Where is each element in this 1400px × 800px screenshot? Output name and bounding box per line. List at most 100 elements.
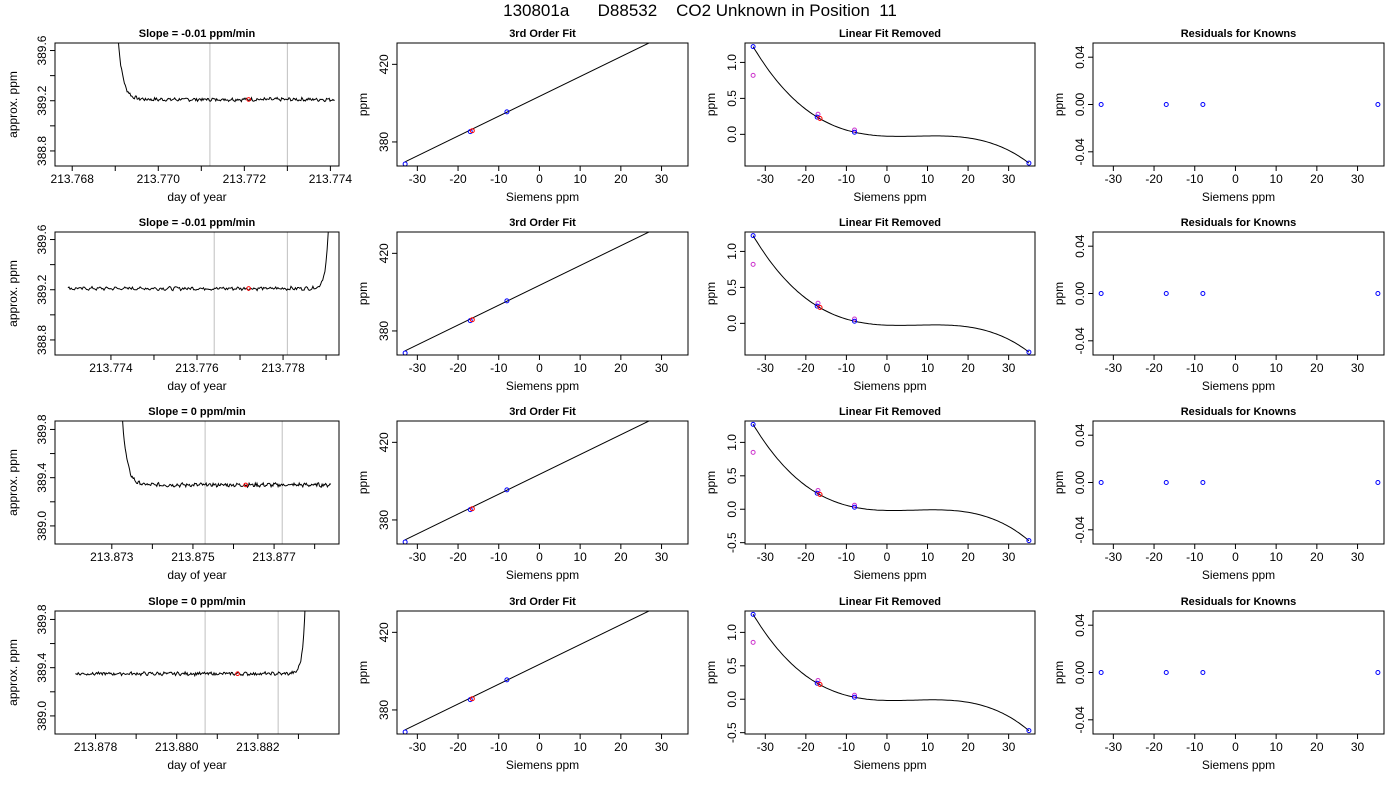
plot-frame xyxy=(1092,231,1385,356)
known-point xyxy=(1200,670,1206,675)
x-tick-label: 213.880 xyxy=(155,740,199,754)
reference-point xyxy=(750,639,756,645)
y-tick-label: 0.04 xyxy=(1073,423,1087,447)
x-tick-label: 20 xyxy=(1310,550,1324,564)
x-tick-label: -10 xyxy=(1186,361,1204,375)
unknown-point xyxy=(469,128,475,134)
unknown-point xyxy=(817,492,823,498)
plot-frame xyxy=(396,610,689,735)
x-axis-label: Siemens ppm xyxy=(1202,190,1275,204)
panel-r2-c4: Residuals for Knowns -30 -20 -10 0 10 20 30 -0.0… xyxy=(1052,217,1385,393)
known-point xyxy=(680,593,684,597)
panel-title: 3rd Order Fit xyxy=(509,28,576,40)
reference-point xyxy=(815,488,821,494)
x-tick-label: 213.882 xyxy=(236,740,280,754)
plot-frame xyxy=(744,610,1036,735)
page-title: 130801a D88532 CO2 Unknown in Position 1… xyxy=(503,1,897,20)
y-tick-label: 0.00 xyxy=(1073,281,1087,305)
known-point xyxy=(1026,160,1032,166)
panel-r4-c4: Residuals for Knowns -30 -20 -10 0 10 20 30 -0.0… xyxy=(1052,596,1385,772)
y-tick-label: 388.8 xyxy=(35,325,49,355)
x-axis-label: Siemens ppm xyxy=(506,190,579,204)
x-tick-label: 0 xyxy=(1232,740,1239,754)
plot-frame xyxy=(1092,420,1385,545)
x-tick-label: 30 xyxy=(1351,361,1365,375)
x-tick-label: -30 xyxy=(1105,740,1123,754)
x-tick-label: -30 xyxy=(409,550,427,564)
x-tick-label: 213.774 xyxy=(89,361,133,375)
x-tick-label: -30 xyxy=(757,361,775,375)
x-tick-label: -10 xyxy=(490,172,508,186)
known-point xyxy=(1163,670,1169,675)
x-tick-label: -30 xyxy=(1105,361,1123,375)
y-axis-label: approx. ppm xyxy=(6,449,20,516)
x-tick-label: -30 xyxy=(1105,550,1123,564)
y-tick-label: -0.04 xyxy=(1073,327,1087,355)
plot-frame xyxy=(744,420,1036,545)
reference-point xyxy=(750,261,756,267)
plot-frame xyxy=(396,420,689,545)
panel-title: Slope = 0 ppm/min xyxy=(148,596,246,608)
x-tick-label: 10 xyxy=(573,361,587,375)
y-axis-label: ppm xyxy=(704,93,718,116)
x-tick-label: 213.768 xyxy=(51,172,95,186)
unknown-point xyxy=(246,97,251,102)
panel-r3-c1: Slope = 0 ppm/min 213.873 213.875 213.877 38… xyxy=(6,406,340,582)
y-tick-label: 0.00 xyxy=(1073,660,1087,684)
y-tick-label: 389.4 xyxy=(35,652,49,682)
x-tick-label: 213.878 xyxy=(74,740,118,754)
known-point xyxy=(852,318,858,324)
known-point xyxy=(1200,291,1206,296)
x-tick-label: 0 xyxy=(884,550,891,564)
x-axis-label: Siemens ppm xyxy=(853,379,926,393)
known-point xyxy=(750,421,756,427)
x-tick-label: -20 xyxy=(449,740,467,754)
x-tick-label: -20 xyxy=(1145,361,1163,375)
x-tick-label: 30 xyxy=(655,550,669,564)
reference-point xyxy=(750,72,756,78)
panel-title: 3rd Order Fit xyxy=(509,406,576,418)
y-tick-label: -0.5 xyxy=(725,532,739,553)
y-axis-label: ppm xyxy=(1052,661,1066,684)
x-tick-label: 0 xyxy=(884,740,891,754)
x-tick-label: -10 xyxy=(490,740,508,754)
x-tick-label: 20 xyxy=(614,172,628,186)
y-axis-label: ppm xyxy=(1052,471,1066,494)
fit-line xyxy=(404,43,651,163)
x-axis-label: Siemens ppm xyxy=(853,190,926,204)
panel-title: Residuals for Knowns xyxy=(1181,217,1297,229)
reference-point xyxy=(852,127,858,133)
reference-point xyxy=(750,449,756,455)
x-tick-label: -10 xyxy=(1186,740,1204,754)
panel-title: Slope = -0.01 ppm/min xyxy=(139,217,256,229)
y-tick-label: 0.0 xyxy=(725,126,739,143)
fit-curve xyxy=(752,46,1030,164)
y-tick-label: 388.8 xyxy=(35,136,49,166)
fit-curve xyxy=(752,235,1030,353)
panel-r1-c1: Slope = -0.01 ppm/min 213.768 213.770 213.7… xyxy=(6,28,352,204)
unknown-point xyxy=(469,506,475,512)
x-axis-label: day of year xyxy=(167,190,226,204)
x-axis-label: Siemens ppm xyxy=(506,379,579,393)
fit-curve xyxy=(752,614,1030,732)
plot-frame xyxy=(744,42,1036,167)
x-tick-label: 10 xyxy=(1269,550,1283,564)
panel-title: Residuals for Knowns xyxy=(1181,28,1297,40)
y-tick-label: 389.2 xyxy=(35,274,49,304)
reference-point xyxy=(815,300,821,306)
plot-frame xyxy=(54,42,340,167)
y-tick-label: 1.0 xyxy=(725,434,739,451)
known-point xyxy=(1375,291,1381,296)
x-tick-label: 10 xyxy=(573,740,587,754)
x-axis-label: Siemens ppm xyxy=(1202,568,1275,582)
y-tick-label: 0.0 xyxy=(725,501,739,518)
y-tick-label: 380 xyxy=(377,510,391,530)
x-tick-label: 10 xyxy=(921,550,935,564)
x-tick-label: 20 xyxy=(614,361,628,375)
panel-title: 3rd Order Fit xyxy=(509,596,576,608)
x-tick-label: 10 xyxy=(1269,172,1283,186)
x-axis-label: Siemens ppm xyxy=(853,758,926,772)
x-tick-label: 213.877 xyxy=(252,550,296,564)
known-point xyxy=(680,214,684,218)
